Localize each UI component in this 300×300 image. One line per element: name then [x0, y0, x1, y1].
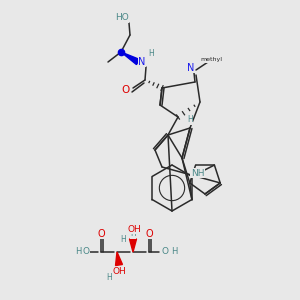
Text: H: H: [187, 116, 193, 124]
Polygon shape: [130, 239, 136, 252]
Text: HO: HO: [115, 14, 129, 22]
Text: O: O: [145, 229, 153, 239]
Text: O: O: [97, 229, 105, 239]
Text: H: H: [106, 274, 112, 283]
Polygon shape: [116, 252, 122, 266]
Text: O: O: [161, 248, 169, 256]
Text: OH: OH: [112, 268, 126, 277]
Text: H: H: [75, 248, 81, 256]
Text: OH: OH: [127, 224, 141, 233]
Text: O: O: [122, 85, 130, 95]
Text: methyl: methyl: [200, 58, 222, 62]
Text: NH: NH: [191, 169, 204, 178]
Text: O: O: [82, 248, 89, 256]
Text: H: H: [148, 50, 154, 58]
Text: H: H: [120, 236, 126, 244]
Text: N: N: [187, 63, 195, 73]
Text: H: H: [171, 248, 177, 256]
Polygon shape: [121, 52, 140, 64]
Text: H: H: [130, 230, 136, 238]
Text: N: N: [138, 57, 146, 67]
